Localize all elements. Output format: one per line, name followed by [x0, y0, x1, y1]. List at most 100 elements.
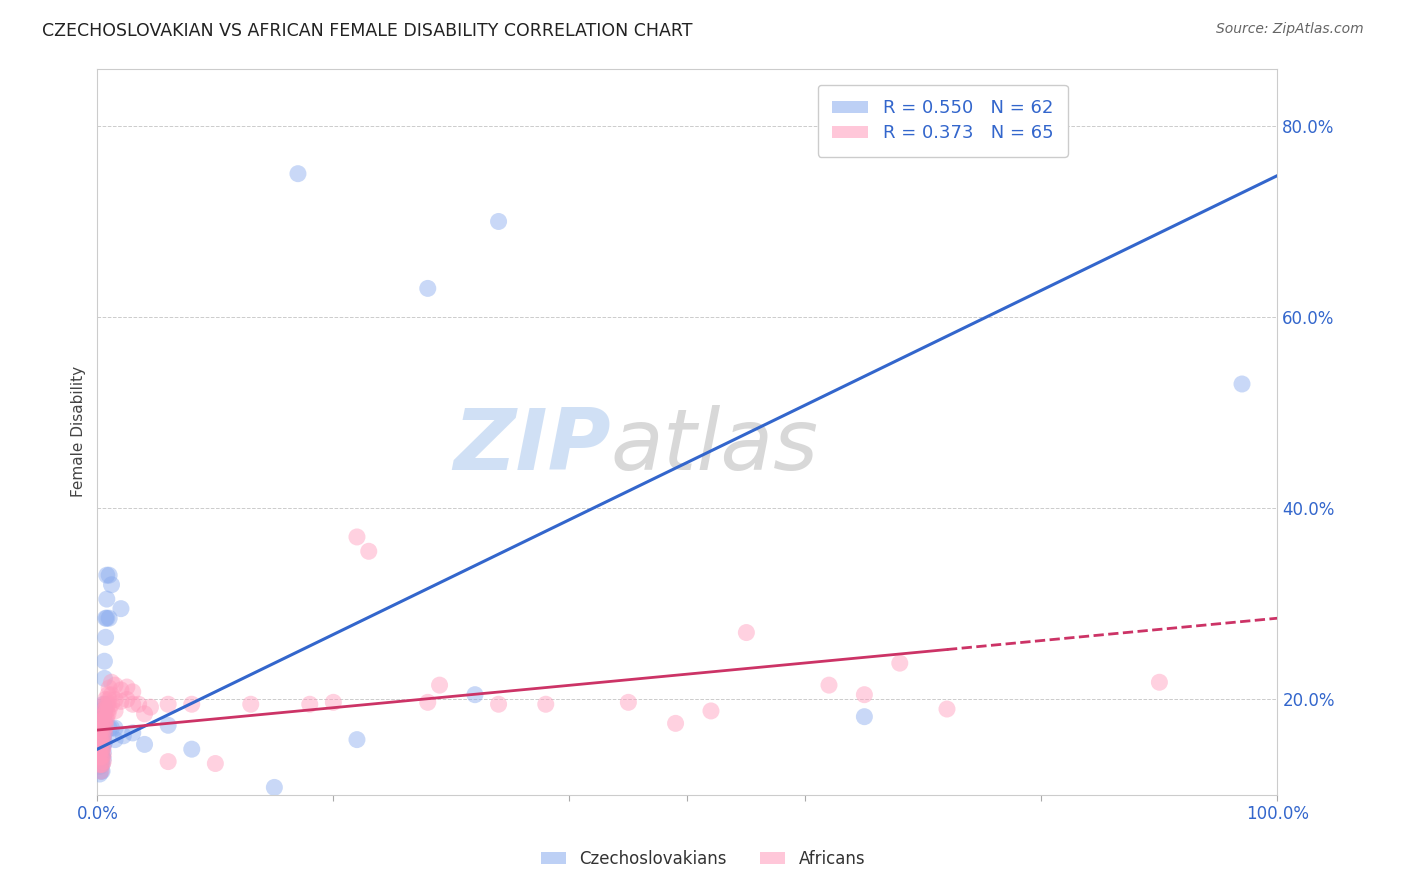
Point: [104, 704, 127, 718]
Point: [89, 767, 111, 781]
Point: [180, 698, 202, 712]
Point: [157, 755, 180, 769]
Point: [90, 714, 112, 728]
Point: [157, 698, 180, 712]
Point: [416, 695, 439, 709]
Point: [100, 675, 122, 690]
Point: [89, 739, 111, 753]
Point: [91, 764, 114, 779]
Point: [91, 709, 114, 723]
Text: Source: ZipAtlas.com: Source: ZipAtlas.com: [1216, 22, 1364, 37]
Point: [889, 656, 911, 670]
Point: [139, 700, 162, 714]
Point: [91, 739, 114, 753]
Point: [91, 732, 114, 747]
Point: [91, 719, 114, 733]
Point: [89, 742, 111, 756]
Point: [90, 757, 112, 772]
Point: [357, 544, 380, 558]
Point: [204, 756, 226, 771]
Legend: R = 0.550   N = 62, R = 0.373   N = 65: R = 0.550 N = 62, R = 0.373 N = 65: [818, 85, 1067, 157]
Point: [96, 698, 118, 712]
Point: [100, 688, 122, 702]
Point: [700, 704, 723, 718]
Point: [429, 678, 451, 692]
Point: [93, 702, 115, 716]
Point: [853, 688, 876, 702]
Point: [104, 732, 127, 747]
Point: [97, 698, 120, 712]
Point: [93, 698, 115, 712]
Point: [89, 757, 111, 772]
Point: [91, 747, 114, 762]
Point: [90, 700, 112, 714]
Point: [91, 732, 114, 747]
Point: [488, 698, 510, 712]
Point: [89, 723, 111, 737]
Point: [157, 718, 180, 732]
Point: [298, 698, 321, 712]
Point: [91, 745, 114, 759]
Point: [322, 695, 344, 709]
Point: [90, 735, 112, 749]
Point: [90, 764, 112, 779]
Point: [104, 721, 127, 735]
Point: [534, 698, 557, 712]
Point: [91, 721, 114, 735]
Point: [346, 732, 368, 747]
Point: [96, 712, 118, 726]
Point: [416, 281, 439, 295]
Point: [91, 729, 114, 743]
Point: [89, 749, 111, 764]
Y-axis label: Female Disability: Female Disability: [72, 367, 86, 498]
Point: [1230, 376, 1253, 391]
Point: [853, 709, 876, 723]
Point: [90, 742, 112, 756]
Point: [90, 742, 112, 756]
Point: [287, 167, 309, 181]
Point: [94, 630, 117, 644]
Point: [94, 611, 117, 625]
Point: [94, 702, 117, 716]
Point: [97, 688, 120, 702]
Point: [90, 721, 112, 735]
Point: [90, 723, 112, 737]
Point: [91, 757, 114, 772]
Point: [93, 726, 115, 740]
Point: [91, 742, 114, 756]
Point: [488, 214, 510, 228]
Point: [94, 719, 117, 733]
Point: [89, 752, 111, 766]
Point: [93, 654, 115, 668]
Point: [98, 568, 121, 582]
Point: [91, 749, 114, 764]
Point: [110, 682, 132, 697]
Point: [96, 592, 118, 607]
Point: [97, 706, 120, 721]
Point: [91, 757, 114, 772]
Point: [89, 728, 111, 742]
Point: [134, 706, 156, 721]
Point: [91, 704, 114, 718]
Point: [98, 702, 121, 716]
Point: [87, 716, 110, 731]
Point: [91, 752, 114, 766]
Point: [104, 678, 127, 692]
Point: [96, 611, 118, 625]
Point: [87, 735, 110, 749]
Point: [464, 688, 486, 702]
Point: [100, 578, 122, 592]
Point: [90, 749, 112, 764]
Point: [664, 716, 686, 731]
Point: [91, 714, 114, 728]
Point: [93, 716, 115, 731]
Point: [346, 530, 368, 544]
Point: [100, 721, 122, 735]
Point: [98, 692, 121, 706]
Point: [93, 706, 115, 721]
Point: [90, 729, 112, 743]
Point: [91, 749, 114, 764]
Point: [90, 749, 112, 764]
Point: [87, 742, 110, 756]
Point: [121, 685, 143, 699]
